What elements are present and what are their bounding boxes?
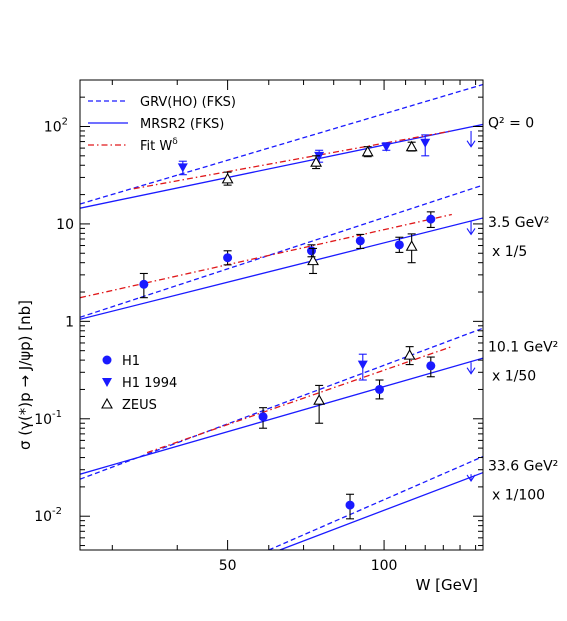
y-tick-label-3: 10 <box>56 217 74 233</box>
plot-frame <box>79 79 484 551</box>
plot-border <box>79 79 484 551</box>
zeus-point-7 <box>403 349 416 360</box>
panel-scale-2: x 1/50 <box>492 369 536 385</box>
h1-point-4 <box>394 240 404 250</box>
h1-point-6 <box>258 412 268 422</box>
legend-marker-2 <box>101 397 113 409</box>
legend-text-1: MRSR2 (FKS) <box>140 117 224 132</box>
curve-solid-Q2=0-1 <box>80 123 483 209</box>
curve-dashed-33.6-9 <box>268 455 483 550</box>
y-tick-label-4: 102 <box>44 116 68 135</box>
zeus-point-5 <box>405 240 418 251</box>
curve-dashdot-3.5-5 <box>80 213 452 299</box>
curve-solid-33.6-10 <box>279 471 483 550</box>
panel-scale-3: x 1/100 <box>492 488 545 504</box>
zeus-point-2 <box>361 145 374 157</box>
x-axis-label: W [GeV] <box>416 576 478 594</box>
y-axis-label: σ (γ(*)p → J/ψp) [nb] <box>16 300 34 450</box>
legend-marker-0 <box>102 355 112 365</box>
h1-point-7 <box>375 384 385 394</box>
panel-label-1: 3.5 GeV² <box>488 215 549 231</box>
h1-point-8 <box>426 361 436 371</box>
legend-series-2: ZEUS <box>122 398 157 413</box>
curve-dashed-3.5-3 <box>80 184 483 318</box>
legend-series-1: H1 1994 <box>122 376 177 391</box>
legend-text-2: Fit Wδ <box>140 137 178 154</box>
y-tick-label-0: 10-2 <box>34 506 62 525</box>
legend: GRV(HO) (FKS) MRSR2 (FKS) Fit Wδ H1 H1 1994 Z… <box>88 95 236 413</box>
upper-limit-head-2 <box>466 367 476 375</box>
x-tick-label-1: 100 <box>371 558 398 574</box>
legend-text-0: GRV(HO) (FKS) <box>140 95 236 110</box>
y-tick-label-1: 10-1 <box>34 409 62 428</box>
panel-scale-1: x 1/5 <box>492 244 527 260</box>
h1-point-3 <box>355 236 365 246</box>
legend-marker-1 <box>102 378 112 387</box>
axis-ticks: 50 100 10-2 10-1 1 10 102 <box>34 79 483 574</box>
zeus-point-1 <box>310 156 323 167</box>
zeus-point-6 <box>313 394 326 405</box>
h1-point-9 <box>345 500 355 510</box>
h1-point-2 <box>306 246 316 256</box>
h1-point-0 <box>139 279 149 289</box>
curve-solid-3.5-4 <box>80 217 483 320</box>
theory-curves <box>80 83 483 550</box>
x-tick-label-0: 50 <box>219 558 237 574</box>
panel-label-2: 10.1 GeV² <box>488 340 558 356</box>
zeus-point-0 <box>221 172 234 184</box>
panel-label-3: 33.6 GeV² <box>488 459 558 475</box>
h1-1994-point-3 <box>420 138 431 148</box>
h1-1994-point-0 <box>177 163 188 173</box>
zeus-point-3 <box>405 140 418 152</box>
panel-label-0: Q² = 0 <box>488 115 534 131</box>
y-tick-label-2: 1 <box>65 314 74 330</box>
curve-dashdot-Q2=0-2 <box>133 130 452 190</box>
h1-point-5 <box>426 214 436 224</box>
h1-point-1 <box>223 253 233 263</box>
upper-limit-head-3 <box>466 474 476 482</box>
curve-solid-10.1-7 <box>80 357 483 475</box>
curve-dashed-Q2=0-0 <box>80 83 483 205</box>
data-points <box>139 130 476 520</box>
upper-limit-head-0 <box>466 140 476 148</box>
h1-1994-point-4 <box>357 360 368 370</box>
panel-labels: Q² = 0 3.5 GeV² x 1/5 10.1 GeV² x 1/50 33.6 G… <box>488 115 558 503</box>
zeus-point-4 <box>307 254 319 266</box>
h1-1994-point-2 <box>381 142 392 152</box>
legend-series-0: H1 <box>122 354 140 369</box>
upper-limit-head-1 <box>466 228 476 236</box>
